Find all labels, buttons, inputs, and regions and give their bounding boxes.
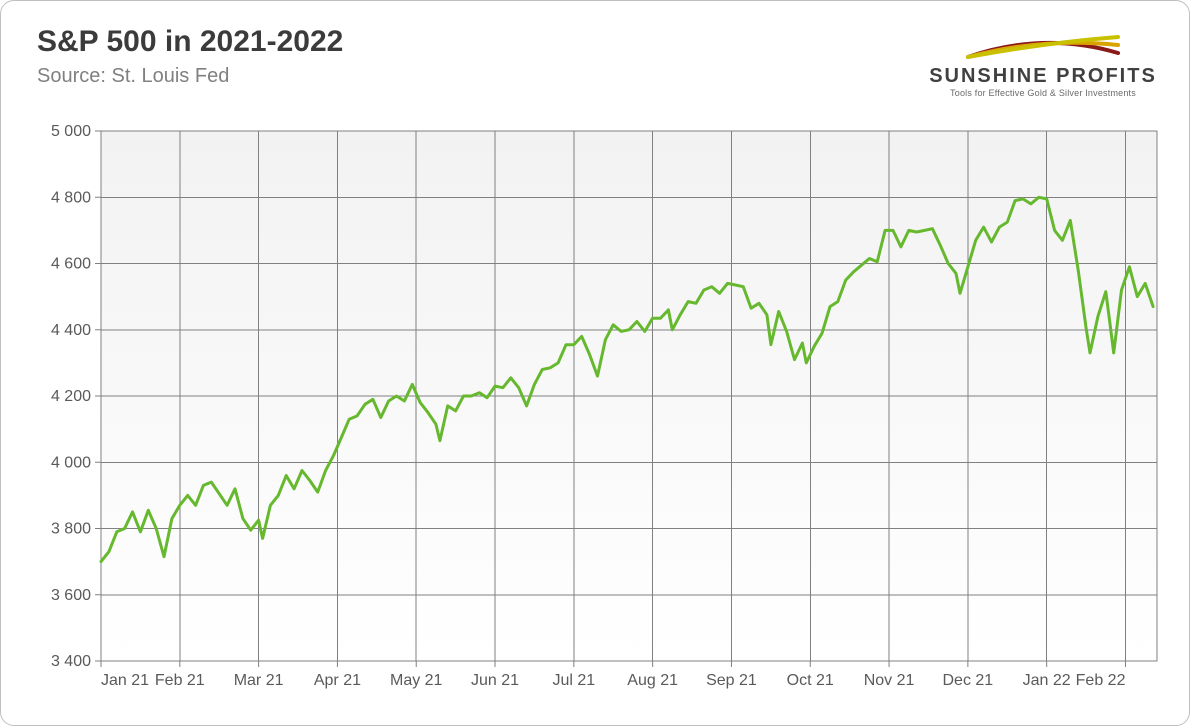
y-tick-label: 4 800 [51, 189, 91, 206]
x-tick-label: Sep 21 [706, 672, 757, 689]
sun-rays-icon [963, 23, 1123, 63]
line-chart: 3 400 3 600 3 800 4 000 4 200 4 400 4 600 4 800… [37, 121, 1167, 701]
y-tick-label: 4 000 [51, 454, 91, 471]
y-tick-label: 4 600 [51, 256, 91, 273]
y-tick-label: 4 400 [51, 322, 91, 339]
x-tick-label: Nov 21 [864, 672, 915, 689]
chart-title: S&P 500 in 2021-2022 [37, 25, 343, 59]
x-tick-label: Jun 21 [471, 672, 519, 689]
y-tick-label: 3 600 [51, 587, 91, 604]
x-tick-label: Dec 21 [943, 672, 994, 689]
brand-name: SUNSHINE PROFITS [923, 65, 1163, 88]
brand-logo: SUNSHINE PROFITS Tools for Effective Gol… [923, 23, 1163, 98]
x-tick-label: Jul 21 [552, 672, 595, 689]
x-tick-label: Aug 21 [627, 672, 678, 689]
x-tick-label: Feb 22 [1076, 672, 1126, 689]
plot-area: 3 400 3 600 3 800 4 000 4 200 4 400 4 600 4 800… [37, 121, 1167, 701]
x-tick-label: May 21 [390, 672, 443, 689]
y-tick-label: 3 400 [51, 653, 91, 670]
x-tick-label: Apr 21 [314, 672, 361, 689]
x-tick-label: Jan 21 [101, 672, 149, 689]
chart-card: S&P 500 in 2021-2022 Source: St. Louis F… [0, 0, 1190, 726]
chart-source: Source: St. Louis Fed [37, 65, 229, 88]
y-tick-label: 5 000 [51, 123, 91, 140]
y-tick-label: 4 200 [51, 388, 91, 405]
x-tick-label: Oct 21 [787, 672, 834, 689]
brand-tagline: Tools for Effective Gold & Silver Invest… [923, 88, 1163, 98]
x-tick-label: Jan 22 [1023, 672, 1071, 689]
y-tick-label: 3 800 [51, 521, 91, 538]
x-tick-label: Feb 21 [155, 672, 205, 689]
x-tick-label: Mar 21 [234, 672, 284, 689]
